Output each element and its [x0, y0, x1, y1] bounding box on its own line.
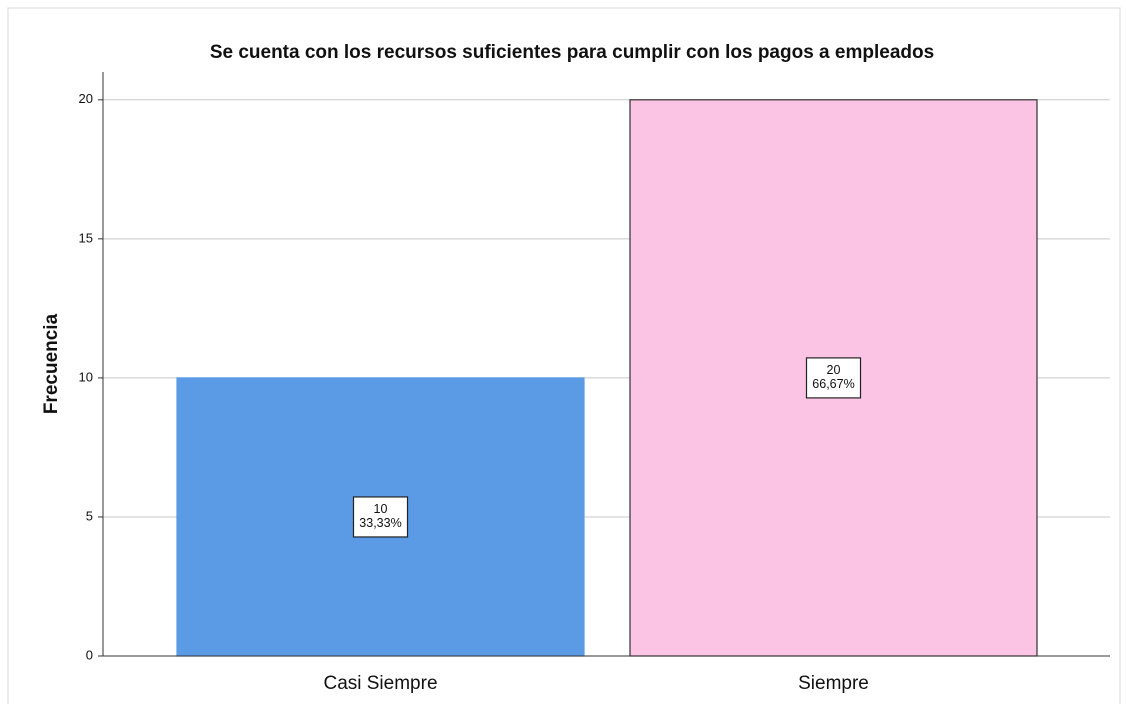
- y-tick-label: 20: [79, 91, 93, 106]
- data-label-count: 20: [827, 363, 841, 377]
- x-tick-label: Siempre: [798, 673, 869, 694]
- y-axis-label: Frecuencia: [41, 313, 62, 414]
- chart-title: Se cuenta con los recursos suficientes p…: [210, 42, 934, 63]
- y-tick-label: 15: [79, 230, 93, 245]
- y-tick-label: 10: [79, 369, 93, 384]
- data-label-percent: 66,67%: [812, 377, 854, 391]
- data-label-box: [805, 357, 862, 399]
- x-tick-label: Casi Siempre: [323, 673, 437, 694]
- y-tick-label: 5: [86, 508, 93, 523]
- data-label-percent: 33,33%: [359, 516, 401, 530]
- y-tick-label: 0: [86, 647, 93, 662]
- data-label-count: 10: [374, 502, 388, 516]
- data-label-box: [352, 496, 409, 538]
